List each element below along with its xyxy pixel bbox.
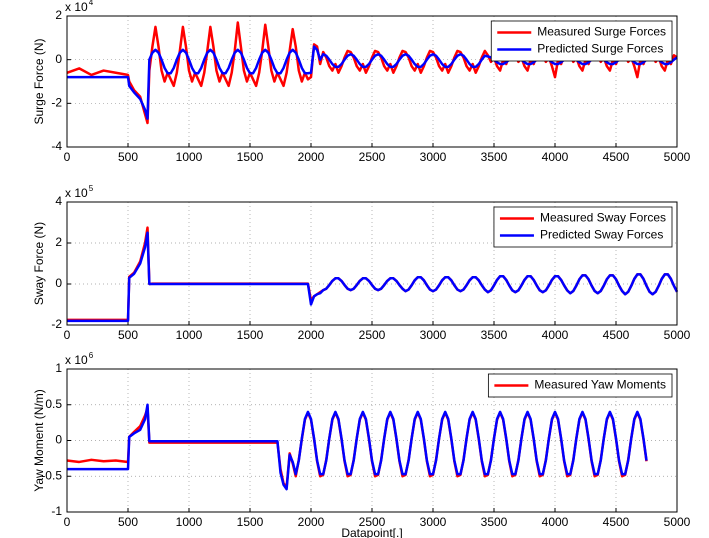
legend: Measured Yaw Moments <box>487 373 673 398</box>
y-tick-label: -1 <box>51 504 62 518</box>
x-tick-label: 3500 <box>481 150 508 164</box>
x-tick-label: 0 <box>64 515 71 529</box>
y-tick-label: -2 <box>51 96 62 110</box>
legend-label: Measured Sway Forces <box>540 211 666 225</box>
x-tick-label: 0 <box>64 150 71 164</box>
y-scale: x 10 <box>65 0 88 14</box>
y-scale-exponent: 4 <box>89 0 94 7</box>
y-tick-label: 4 <box>55 194 62 208</box>
y-tick-label: 1 <box>55 361 62 375</box>
y-tick-label: 2 <box>55 8 62 22</box>
legend-label: Measured Yaw Moments <box>534 378 666 392</box>
x-tick-label: 4000 <box>542 150 569 164</box>
x-tick-label: 2000 <box>298 328 325 342</box>
x-tick-label: 4500 <box>603 328 630 342</box>
legend: Measured Sway Forces Predicted Sway Force… <box>493 206 673 248</box>
x-tick-label: 3000 <box>420 328 447 342</box>
y-axis-label: Yaw Moment (N/m) <box>32 389 46 491</box>
legend: Measured Surge Forces Predicted Surge For… <box>490 20 673 62</box>
x-tick-label: 500 <box>118 150 138 164</box>
y-axis-label: Surge Force (N) <box>32 38 46 124</box>
y-scale-exponent: 6 <box>89 351 94 360</box>
y-tick-label: 0 <box>55 276 62 290</box>
x-tick-label: 5000 <box>664 150 691 164</box>
series-line <box>67 403 648 491</box>
plot-frame <box>66 201 678 326</box>
legend-label: Predicted Sway Forces <box>540 228 663 242</box>
series-line <box>67 231 679 323</box>
legend-label: Predicted Surge Forces <box>537 42 663 56</box>
y-tick-label: -4 <box>51 139 62 153</box>
x-tick-label: 1500 <box>237 150 264 164</box>
legend-label: Measured Surge Forces <box>537 25 666 39</box>
x-tick-label: 3000 <box>420 515 447 529</box>
x-axis-label: Datapoint[.] <box>341 526 402 538</box>
y-tick-label: 0 <box>55 52 62 66</box>
x-tick-label: 2000 <box>298 150 325 164</box>
x-tick-label: 2500 <box>359 515 386 529</box>
y-scale: x 10 <box>65 186 88 200</box>
x-tick-label: 5000 <box>664 328 691 342</box>
plot-frame <box>66 368 678 513</box>
x-tick-label: 1000 <box>176 150 203 164</box>
y-scale-exponent: 5 <box>89 184 94 193</box>
y-scale: x 10 <box>65 353 88 367</box>
legend-box <box>493 206 673 248</box>
x-tick-label: 4500 <box>603 515 630 529</box>
x-tick-label: 3000 <box>420 150 447 164</box>
y-tick-label: 0.5 <box>45 397 62 411</box>
x-tick-label: 1000 <box>176 515 203 529</box>
x-tick-label: 500 <box>118 328 138 342</box>
legend-box <box>490 20 673 62</box>
x-tick-label: 4000 <box>542 328 569 342</box>
x-tick-label: 4000 <box>542 515 569 529</box>
x-tick-label: 3500 <box>481 328 508 342</box>
x-tick-label: 2000 <box>298 515 325 529</box>
y-tick-label: 0 <box>55 433 62 447</box>
legend-box <box>487 373 673 398</box>
x-tick-label: 500 <box>118 515 138 529</box>
series-line <box>67 45 678 120</box>
x-tick-label: 2500 <box>359 150 386 164</box>
x-tick-label: 3500 <box>481 515 508 529</box>
y-axis-label: Sway Force (N) <box>32 222 46 305</box>
y-tick-label: -2 <box>51 317 62 331</box>
series-line <box>66 21 678 125</box>
y-tick-label: 2 <box>55 235 62 249</box>
x-tick-label: 5000 <box>664 515 691 529</box>
x-tick-label: 1500 <box>237 515 264 529</box>
plot-frame <box>66 15 678 148</box>
x-tick-label: 4500 <box>603 150 630 164</box>
x-tick-label: 0 <box>64 328 71 342</box>
x-tick-label: 2500 <box>359 328 386 342</box>
x-tick-label: 1500 <box>237 328 264 342</box>
y-tick-label: -0.5 <box>41 468 62 482</box>
x-tick-label: 1000 <box>176 328 203 342</box>
